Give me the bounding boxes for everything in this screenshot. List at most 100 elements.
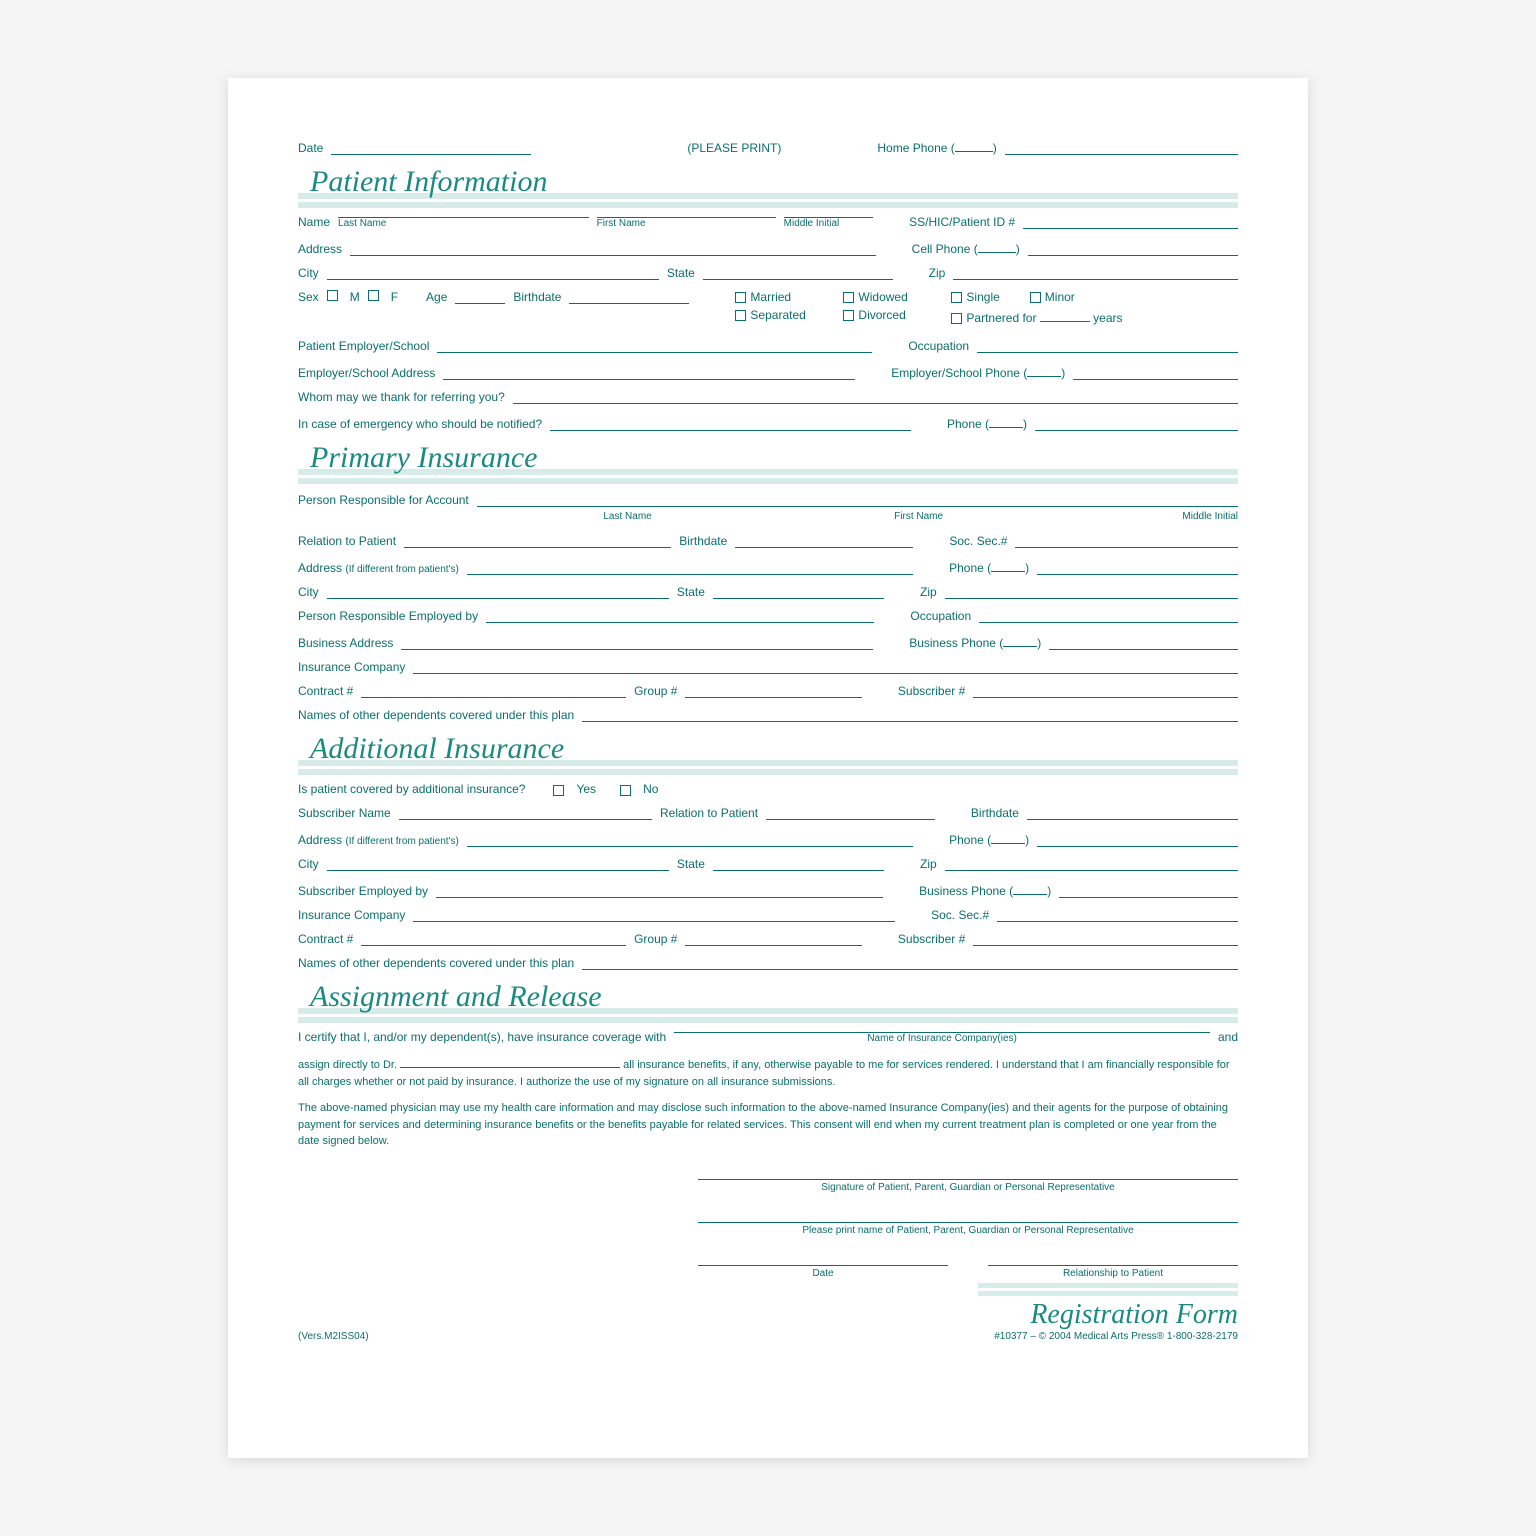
registration-form-title: Registration Form <box>994 1299 1238 1331</box>
addl-dependents-field[interactable] <box>582 956 1238 970</box>
addl-no-checkbox[interactable] <box>620 785 631 796</box>
pi-birthdate-field[interactable] <box>735 534 913 548</box>
sex-f-checkbox[interactable] <box>368 290 379 301</box>
date-field[interactable] <box>331 141 531 155</box>
minor-checkbox[interactable] <box>1030 292 1041 303</box>
addl-group-field[interactable] <box>685 932 861 946</box>
city-label: City <box>298 266 319 280</box>
addl-subscriber-field[interactable] <box>973 932 1238 946</box>
addl-relation-field[interactable] <box>766 806 935 820</box>
age-field[interactable] <box>455 290 505 304</box>
copyright-text: #10377 – © 2004 Medical Arts Press® 1-80… <box>994 1331 1238 1342</box>
addl-socsec-field[interactable] <box>997 908 1238 922</box>
relationship-field[interactable] <box>988 1250 1238 1266</box>
print-name-label: Please print name of Patient, Parent, Gu… <box>698 1225 1238 1236</box>
group-field[interactable] <box>685 684 861 698</box>
married-checkbox[interactable] <box>735 292 746 303</box>
signature-field[interactable] <box>698 1164 1238 1180</box>
and-text: and <box>1218 1030 1238 1044</box>
sig-date-field[interactable] <box>698 1250 948 1266</box>
emergency-label: In case of emergency who should be notif… <box>298 417 542 431</box>
home-phone-field[interactable] <box>1005 141 1238 155</box>
group-label: Group # <box>634 684 677 698</box>
pi-zip-label: Zip <box>920 585 937 599</box>
emergency-phone-field[interactable] <box>1035 417 1238 431</box>
employer-addr-label: Employer/School Address <box>298 366 435 380</box>
business-phone-field[interactable] <box>1049 636 1238 650</box>
addl-business-phone-field[interactable] <box>1059 884 1238 898</box>
emergency-field[interactable] <box>550 417 911 431</box>
addl-group-label: Group # <box>634 932 677 946</box>
addl-sub-employed-field[interactable] <box>436 884 883 898</box>
addl-address-field[interactable] <box>467 833 913 847</box>
divorced-checkbox[interactable] <box>843 310 854 321</box>
employer-phone-field[interactable] <box>1073 366 1238 380</box>
addl-socsec-label: Soc. Sec.# <box>931 908 989 922</box>
pi-city-field[interactable] <box>327 585 669 599</box>
pi-occupation-label: Occupation <box>910 609 971 623</box>
dependents-field[interactable] <box>582 708 1238 722</box>
disclosure-paragraph: The above-named physician may use my hea… <box>298 1100 1238 1150</box>
addl-ins-company-field[interactable] <box>413 908 895 922</box>
addl-birthdate-label: Birthdate <box>971 806 1019 820</box>
pi-city-label: City <box>298 585 319 599</box>
single-checkbox[interactable] <box>951 292 962 303</box>
subscriber-field[interactable] <box>973 684 1238 698</box>
dr-name-field[interactable] <box>400 1054 620 1068</box>
section-primary-ins: Primary Insurance <box>298 441 1238 475</box>
responsible-field[interactable] <box>477 493 1238 507</box>
city-field[interactable] <box>327 266 659 280</box>
addl-state-field[interactable] <box>713 857 884 871</box>
pi-zip-field[interactable] <box>945 585 1238 599</box>
print-name-field[interactable] <box>698 1207 1238 1223</box>
sex-label: Sex <box>298 290 319 304</box>
assign-paragraph: assign directly to Dr. all insurance ben… <box>298 1054 1238 1090</box>
pi-state-field[interactable] <box>713 585 884 599</box>
sex-m-checkbox[interactable] <box>327 290 338 301</box>
addl-contract-field[interactable] <box>361 932 626 946</box>
partnered-checkbox[interactable] <box>951 313 962 324</box>
partnered-years-field[interactable] <box>1040 308 1090 322</box>
addl-yes-checkbox[interactable] <box>553 785 564 796</box>
socsec-field[interactable] <box>1015 534 1238 548</box>
birthdate-field[interactable] <box>569 290 689 304</box>
referral-field[interactable] <box>513 390 1238 404</box>
ins-company-field[interactable] <box>413 660 1238 674</box>
last-name-sub: Last Name <box>338 218 589 229</box>
employer-school-field[interactable] <box>437 339 872 353</box>
pi-address-field[interactable] <box>467 561 913 575</box>
relation-field[interactable] <box>404 534 671 548</box>
cell-phone-field[interactable] <box>1028 242 1238 256</box>
business-addr-field[interactable] <box>401 636 873 650</box>
date-label: Date <box>298 141 323 155</box>
please-print: (PLEASE PRINT) <box>687 141 781 155</box>
addl-business-phone-label: Business Phone () <box>919 881 1051 898</box>
pi-phone-field[interactable] <box>1037 561 1238 575</box>
addl-birthdate-field[interactable] <box>1027 806 1238 820</box>
addl-phone-field[interactable] <box>1037 833 1238 847</box>
separated-checkbox[interactable] <box>735 310 746 321</box>
version-text: (Vers.M2ISS04) <box>298 1331 369 1342</box>
addl-sub-name-field[interactable] <box>399 806 652 820</box>
addl-zip-field[interactable] <box>945 857 1238 871</box>
addl-zip-label: Zip <box>920 857 937 871</box>
address-field[interactable] <box>350 242 876 256</box>
occupation-field[interactable] <box>977 339 1238 353</box>
contract-field[interactable] <box>361 684 626 698</box>
addl-phone-label: Phone () <box>949 830 1029 847</box>
addl-relation-label: Relation to Patient <box>660 806 758 820</box>
business-phone-label: Business Phone () <box>909 633 1041 650</box>
section-addl-ins: Additional Insurance <box>298 732 1238 766</box>
dependents-label: Names of other dependents covered under … <box>298 708 574 722</box>
widowed-checkbox[interactable] <box>843 292 854 303</box>
zip-field[interactable] <box>953 266 1238 280</box>
addl-city-field[interactable] <box>327 857 669 871</box>
contract-label: Contract # <box>298 684 353 698</box>
ssid-field[interactable] <box>1023 215 1238 229</box>
addl-address-label: Address (If different from patient's) <box>298 833 459 847</box>
state-field[interactable] <box>703 266 893 280</box>
employer-addr-field[interactable] <box>443 366 855 380</box>
employed-by-field[interactable] <box>486 609 874 623</box>
pi-occupation-field[interactable] <box>979 609 1238 623</box>
pi-address-label: Address (If different from patient's) <box>298 561 459 575</box>
